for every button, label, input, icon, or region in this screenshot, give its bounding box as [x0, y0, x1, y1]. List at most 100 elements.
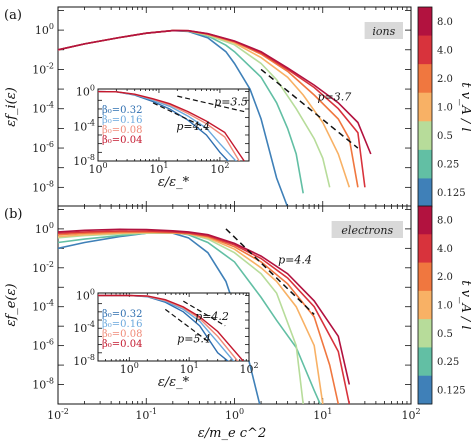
tick-base: 10	[88, 163, 102, 176]
tick-exp: 0	[102, 161, 107, 170]
x-tick-label: 10-2	[47, 407, 69, 422]
inset-x-tick-label: 101	[149, 161, 168, 176]
tick-base: 10	[32, 63, 46, 76]
guide-line	[225, 228, 315, 315]
inset-y-tick-label: 10-8	[73, 353, 95, 368]
tick-exp: -4	[87, 320, 95, 329]
tick-base: 10	[32, 142, 46, 155]
panel-label: (b)	[4, 207, 22, 222]
colorbar-tick-label: 2.0	[437, 272, 453, 283]
x-tick-label: 102	[401, 407, 420, 422]
tick-exp: 0	[134, 361, 139, 370]
colorbar-b: 8.0 4.0 2.0 1.0 0.5 0.25 0.125 t v_A / l	[417, 205, 471, 405]
guide-label: p=3.7	[317, 91, 351, 104]
colorbar-tick-label: 0.5	[437, 329, 453, 340]
inset-y-tick-label: 10-8	[73, 153, 95, 168]
tick-base: 10	[35, 223, 49, 236]
inset-x-tick-label: 100	[88, 161, 107, 176]
legend-entry: β₀=0.32	[102, 309, 142, 320]
colorbar-tick-label: 0.5	[437, 131, 453, 142]
inset-guide-line	[152, 102, 207, 129]
colorbar-swatch	[418, 206, 432, 235]
inset-series-line	[98, 90, 245, 161]
y-tick-label: 10-4	[32, 101, 54, 116]
legend-entry: β₀=0.32	[102, 105, 142, 116]
colorbar-swatch	[418, 347, 432, 377]
inset-x-tick-label: 102	[210, 161, 229, 176]
colorbar-swatch	[418, 319, 432, 348]
tick-exp: -8	[46, 377, 54, 386]
inset-x-tick-label: 100	[120, 361, 139, 376]
tick-base: 10	[239, 363, 253, 376]
species-tag-bg	[364, 22, 403, 39]
tick-exp: -2	[61, 407, 69, 416]
inset-guide-line	[177, 95, 245, 113]
colorbar-tick-label: 1.0	[437, 301, 453, 312]
colorbar-tick-label: 1.0	[437, 103, 453, 114]
colorbar-swatch	[418, 262, 432, 292]
y-tick-label: 10-6	[32, 338, 54, 353]
tick-exp: 1	[163, 161, 168, 170]
tick-base: 10	[180, 363, 194, 376]
tick-base: 10	[73, 155, 87, 168]
tick-exp: -4	[87, 118, 95, 127]
series-line-8.0	[58, 29, 372, 155]
colorbar-a: 8.0 4.0 2.0 1.0 0.5 0.25 0.125 t v_A / l	[417, 6, 471, 208]
x-axis-label: ε/m_e c^2	[198, 426, 266, 441]
tick-exp: -8	[46, 179, 54, 188]
tick-exp: -8	[87, 353, 95, 362]
y-tick-label: 10-8	[32, 179, 54, 194]
y-tick-label: 10-2	[32, 61, 54, 76]
inset-y-tick-label: 10-4	[73, 118, 95, 133]
series-line-4.0	[58, 230, 351, 404]
inset-x-label: ε/ε_*	[158, 175, 190, 190]
legend-entry: β₀=0.04	[102, 339, 142, 350]
inset-guide-label: p=3.5	[214, 96, 248, 109]
colorbar-tick-label: 8.0	[437, 17, 453, 28]
y-tick-label: 100	[35, 221, 54, 236]
legend-entry: β₀=0.16	[102, 319, 142, 330]
x-tick-label: 101	[313, 407, 332, 422]
x-tick-label: 10-1	[135, 407, 157, 422]
inset-series	[98, 90, 245, 161]
tick-base: 10	[32, 340, 46, 353]
colorbar-frame	[417, 205, 433, 405]
tick-exp: -2	[46, 260, 54, 269]
inset-guide-label: p=5.4	[177, 333, 211, 346]
inset-series	[98, 294, 244, 361]
inset-y-tick-label: 10-4	[73, 320, 95, 335]
inset-guide-label: p=4.4	[176, 120, 210, 133]
tick-base: 10	[73, 355, 87, 368]
species-tag: ions	[372, 25, 395, 38]
inset-x-tick-label: 102	[239, 361, 258, 376]
colorbar-swatch	[418, 290, 432, 320]
series-line-1.0	[58, 231, 324, 404]
tick-base: 10	[73, 120, 87, 133]
y-tick-label: 10-2	[32, 260, 54, 275]
inset-guide-line	[164, 308, 208, 342]
tick-exp: 2	[224, 161, 229, 170]
inset-guide-line	[183, 300, 226, 327]
colorbar-swatch	[418, 7, 432, 37]
y-axis-label: εf_i(ε)	[4, 87, 19, 127]
colorbar-label: t v_A / l	[458, 82, 471, 131]
legend-entry: β₀=0.16	[102, 115, 142, 126]
colorbar-tick-label: 0.25	[437, 357, 459, 368]
plot-frame	[97, 88, 250, 162]
tick-base: 10	[76, 289, 90, 302]
series-group	[58, 228, 351, 404]
inset-x-label: ε/ε_*	[158, 375, 190, 390]
colorbar-swatch	[418, 121, 432, 151]
guide-line	[260, 68, 359, 149]
species-tag: electrons	[341, 224, 393, 237]
species-tag-bg	[331, 221, 403, 238]
inset-series-line	[98, 294, 244, 361]
series-group	[58, 29, 372, 207]
tick-exp: 0	[239, 407, 244, 416]
tick-exp: 0	[90, 287, 95, 296]
tick-base: 10	[47, 409, 61, 422]
tick-base: 10	[149, 163, 163, 176]
colorbar-swatch	[418, 234, 432, 264]
